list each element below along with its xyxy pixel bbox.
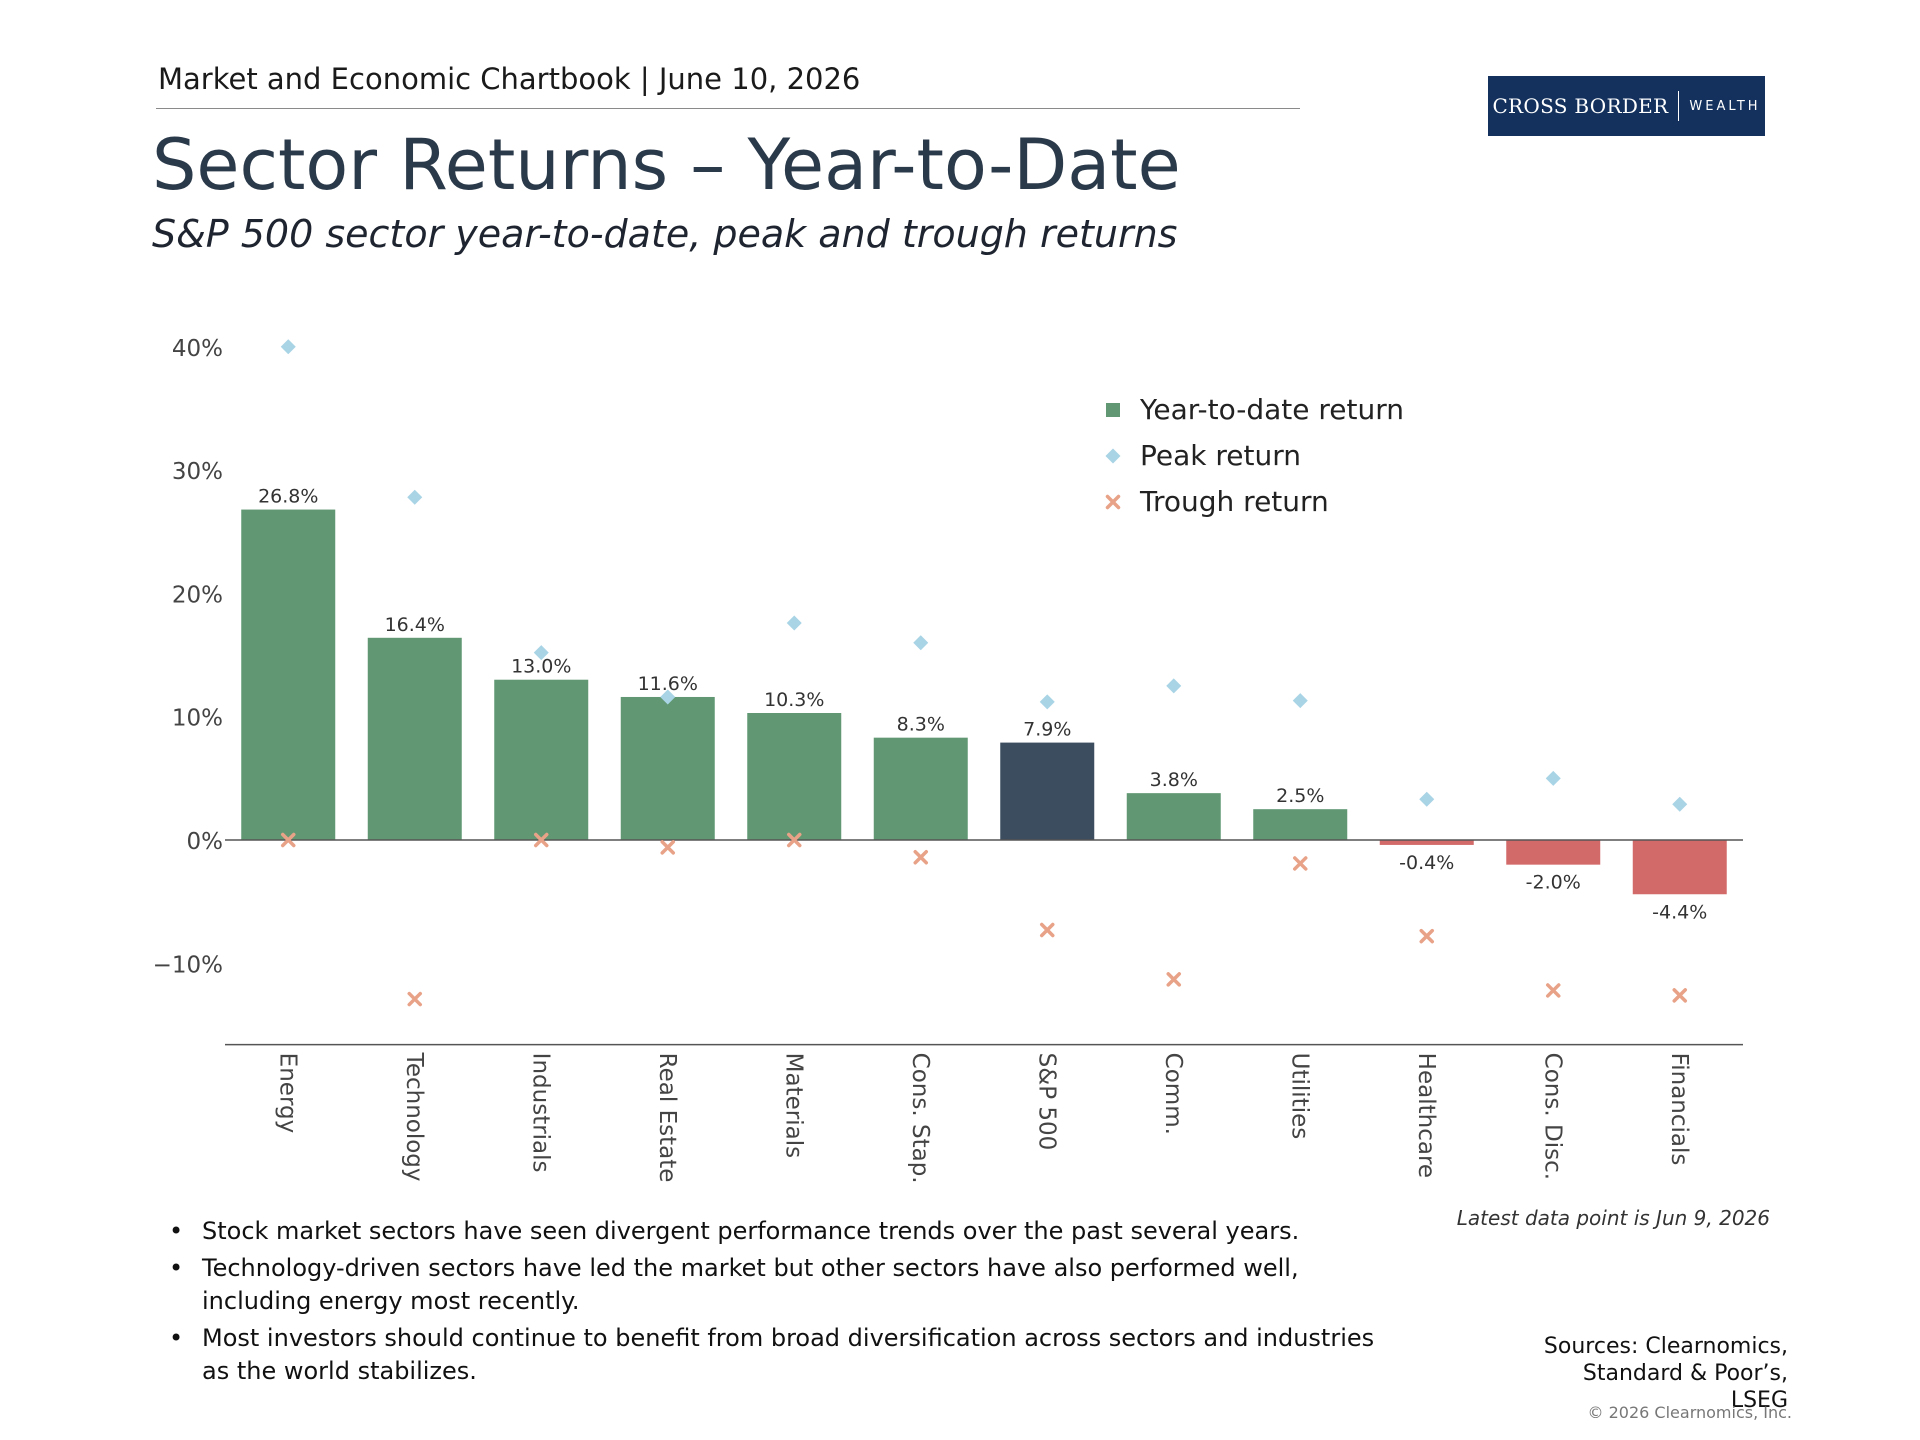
peak-marker-financials bbox=[1672, 796, 1688, 812]
legend-swatch-peak-return bbox=[1105, 448, 1121, 464]
logo-primary-text: CROSS BORDER bbox=[1492, 94, 1669, 118]
peak-marker-materials bbox=[786, 615, 802, 631]
category-label-comm: Comm. bbox=[1160, 1053, 1186, 1135]
legend-label-trough-return: Trough return bbox=[1139, 485, 1329, 518]
legend-label-peak-return: Peak return bbox=[1140, 439, 1301, 472]
category-label-utilities: Utilities bbox=[1286, 1053, 1312, 1140]
bar-data-labels: 26.8% 16.4% 13.0% 11.6% 10.3% 8.3% 7.9% 3.8% 2.5… bbox=[258, 486, 1707, 924]
category-label-materials: Materials bbox=[780, 1053, 806, 1158]
peak-marker-cons-stap bbox=[913, 635, 929, 651]
peak-marker-s-p-500 bbox=[1039, 694, 1055, 710]
bar-technology bbox=[367, 637, 462, 840]
y-tick-label: 0% bbox=[187, 829, 224, 855]
copyright-note: © 2026 Clearnomics, Inc. bbox=[1587, 1403, 1792, 1422]
x-axis-category-labels: Energy Technology Industrials Real Estate Ma… bbox=[274, 1052, 1692, 1184]
trough-markers bbox=[281, 832, 1687, 1007]
y-tick-label: 10% bbox=[172, 706, 223, 732]
category-label-cons-stap: Cons. Stap. bbox=[907, 1053, 933, 1184]
peak-marker-cons-disc bbox=[1545, 770, 1561, 786]
peak-marker-real-estate bbox=[660, 689, 676, 705]
y-tick-label: 40% bbox=[172, 336, 223, 362]
trough-marker-utilities bbox=[1293, 856, 1308, 871]
latest-data-note: Latest data point is Jun 9, 2026 bbox=[1456, 1206, 1770, 1230]
bar-cons-stap bbox=[873, 737, 968, 840]
peak-marker-comm bbox=[1166, 678, 1182, 694]
legend-swatch-year-to-date-return bbox=[1106, 403, 1120, 417]
ytd-bars bbox=[241, 509, 1727, 895]
trough-marker-real-estate bbox=[660, 840, 675, 855]
trough-marker-cons-disc bbox=[1546, 983, 1561, 998]
chartbook-header: Market and Economic Chartbook | June 10,… bbox=[158, 62, 861, 96]
peak-marker-healthcare bbox=[1419, 791, 1435, 807]
peak-marker-energy bbox=[280, 339, 296, 355]
chart-legend: Year-to-date return Peak return Trough ret… bbox=[1105, 393, 1404, 518]
trough-marker-industrials bbox=[534, 832, 549, 848]
legend-swatch-trough-return bbox=[1105, 494, 1121, 510]
page-subtitle: S&P 500 sector year-to-date, peak and tr… bbox=[152, 212, 1178, 256]
data-label-cons-stap: 8.3% bbox=[897, 714, 945, 736]
data-label-energy: 26.8% bbox=[258, 486, 318, 508]
data-label-comm: 3.8% bbox=[1150, 769, 1198, 791]
data-label-utilities: 2.5% bbox=[1276, 785, 1324, 807]
data-label-materials: 10.3% bbox=[764, 689, 824, 711]
logo-secondary-text: WEALTH bbox=[1689, 98, 1761, 114]
category-label-real-estate: Real Estate bbox=[654, 1053, 680, 1183]
trough-marker-comm bbox=[1166, 972, 1181, 987]
y-tick-label: 20% bbox=[172, 582, 223, 608]
category-label-s-p-500: S&P 500 bbox=[1033, 1053, 1059, 1151]
bar-cons-disc bbox=[1506, 840, 1601, 865]
category-label-healthcare: Healthcare bbox=[1413, 1053, 1439, 1178]
data-label-real-estate: 11.6% bbox=[638, 673, 698, 695]
trough-marker-financials bbox=[1672, 988, 1687, 1003]
category-label-energy: Energy bbox=[274, 1053, 300, 1134]
data-label-technology: 16.4% bbox=[385, 614, 445, 636]
bar-real-estate bbox=[620, 696, 715, 840]
category-label-cons-disc: Cons. Disc. bbox=[1539, 1053, 1565, 1180]
brand-logo: CROSS BORDER WEALTH bbox=[1488, 76, 1765, 136]
data-label-healthcare: -0.4% bbox=[1399, 852, 1454, 874]
data-label-industrials: 13.0% bbox=[511, 656, 571, 678]
y-axis-ticks: 40% 30% 20% 10% 0% −10% bbox=[153, 336, 223, 979]
bar-comm bbox=[1126, 793, 1221, 840]
trough-marker-s-p-500 bbox=[1040, 922, 1055, 938]
sources-note: Sources: Clearnomics, Standard & Poor’s,… bbox=[1543, 1334, 1788, 1413]
trough-marker-materials bbox=[787, 832, 802, 848]
commentary-bullets: Stock market sectors have seen divergent… bbox=[166, 1215, 1396, 1392]
y-tick-label: 30% bbox=[172, 459, 223, 485]
category-label-financials: Financials bbox=[1666, 1053, 1692, 1166]
peak-marker-technology bbox=[407, 489, 423, 505]
data-label-financials: -4.4% bbox=[1652, 901, 1707, 923]
bar-financials bbox=[1632, 840, 1727, 895]
peak-markers bbox=[280, 339, 1688, 812]
bar-materials bbox=[747, 713, 842, 840]
category-label-industrials: Industrials bbox=[527, 1053, 553, 1173]
logo-separator bbox=[1678, 91, 1680, 121]
trough-marker-cons-stap bbox=[913, 850, 928, 865]
peak-marker-utilities bbox=[1292, 693, 1308, 709]
bullet-item: Most investors should continue to benefi… bbox=[166, 1322, 1396, 1388]
sector-returns-chart: 40% 30% 20% 10% 0% −10% 26.8% 16.4% 13.0% 11.6% 1… bbox=[153, 336, 1743, 1184]
trough-marker-energy bbox=[281, 832, 296, 848]
bar-energy bbox=[241, 509, 336, 840]
bar-s-p-500 bbox=[1000, 742, 1095, 840]
trough-marker-technology bbox=[407, 991, 422, 1007]
data-label-cons-disc: -2.0% bbox=[1526, 872, 1581, 894]
bar-healthcare bbox=[1379, 840, 1474, 845]
bullet-item: Technology-driven sectors have led the m… bbox=[166, 1252, 1396, 1318]
header-divider bbox=[156, 108, 1300, 109]
page-title: Sector Returns – Year-to-Date bbox=[152, 124, 1181, 206]
trough-marker-healthcare bbox=[1419, 928, 1434, 944]
legend-label-year-to-date-return: Year-to-date return bbox=[1139, 393, 1404, 426]
category-label-technology: Technology bbox=[401, 1052, 427, 1182]
data-label-s-p-500: 7.9% bbox=[1023, 719, 1071, 741]
y-tick-label: −10% bbox=[153, 952, 223, 978]
bullet-item: Stock market sectors have seen divergent… bbox=[166, 1215, 1396, 1248]
peak-marker-industrials bbox=[533, 645, 549, 661]
bar-utilities bbox=[1253, 809, 1348, 840]
bar-industrials bbox=[494, 679, 589, 840]
